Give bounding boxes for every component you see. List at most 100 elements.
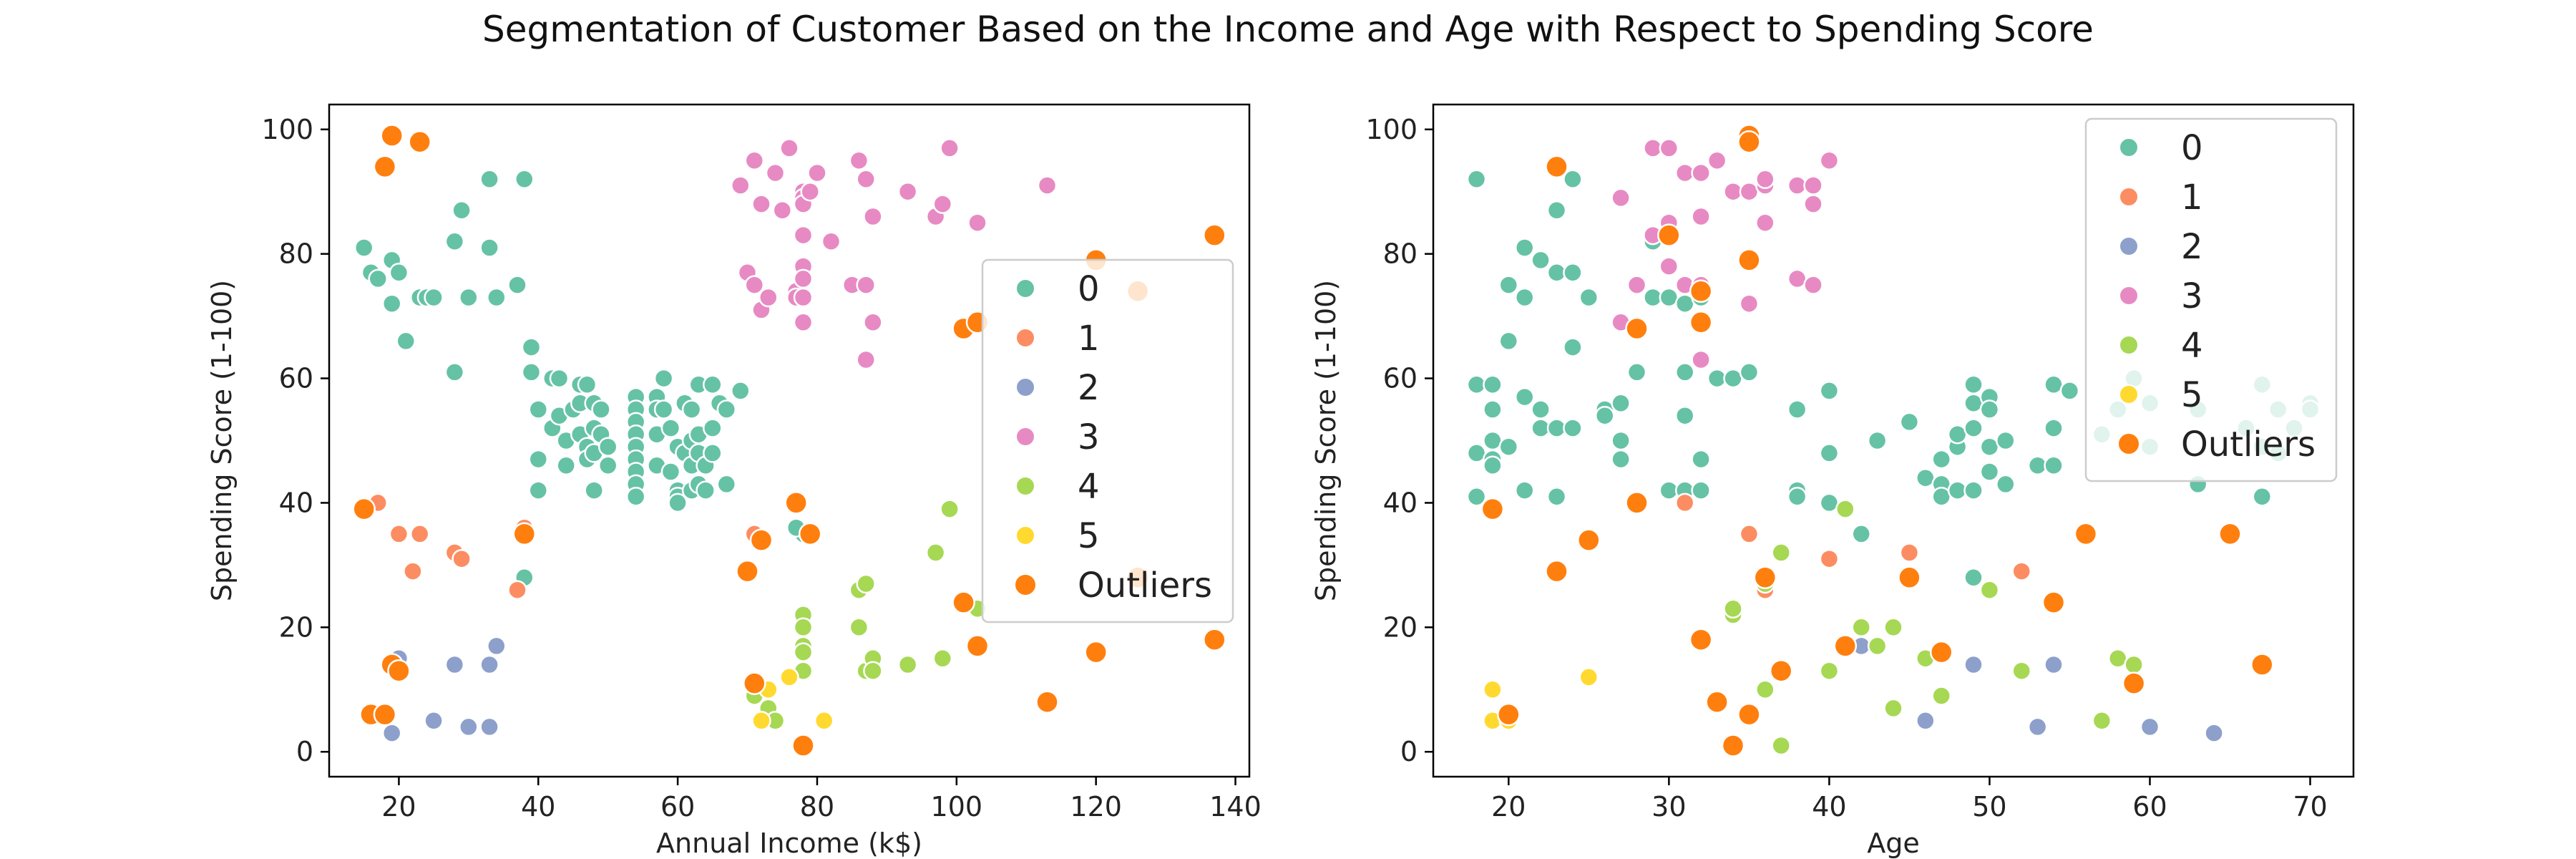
legend: 0 1 2 3 4 5 Outliers	[981, 258, 1234, 623]
point-series-1	[1739, 524, 1760, 544]
point-series-3	[940, 138, 960, 158]
point-series-0	[597, 437, 618, 457]
point-series-0	[1979, 399, 2000, 419]
point-series-4	[793, 617, 814, 638]
point-series-outliers	[2074, 522, 2098, 546]
point-series-outliers	[512, 522, 537, 546]
legend-label-outliers: Outliers	[2181, 424, 2316, 465]
point-series-0	[368, 268, 388, 289]
point-series-outliers	[1833, 634, 1858, 658]
point-series-3	[1803, 275, 1823, 295]
point-series-1	[1899, 543, 1920, 563]
point-series-2	[444, 654, 465, 675]
point-series-5	[814, 711, 834, 731]
point-series-0	[1579, 287, 1599, 308]
point-series-0	[653, 368, 674, 389]
point-series-0	[528, 480, 549, 500]
point-series-3	[772, 200, 793, 220]
point-series-0	[584, 480, 604, 500]
point-series-2	[2204, 723, 2224, 743]
x-axis-label: Annual Income (k$)	[656, 828, 922, 859]
point-series-0	[703, 374, 723, 395]
x-tick-label: 100	[931, 791, 983, 822]
x-tick-label: 60	[2132, 791, 2167, 822]
point-series-outliers	[1721, 734, 1745, 757]
point-series-outliers	[1625, 316, 1649, 341]
point-series-outliers	[1753, 566, 1777, 590]
point-series-outliers	[1625, 491, 1649, 515]
point-series-1	[389, 524, 409, 544]
point-series-0	[681, 399, 702, 419]
point-series-3	[967, 213, 987, 233]
point-series-0	[444, 231, 465, 252]
legend-frame	[2084, 117, 2338, 482]
point-series-3	[1626, 275, 1647, 295]
point-series-3	[1739, 293, 1760, 314]
point-series-0	[660, 462, 681, 482]
point-series-2	[424, 711, 444, 731]
point-series-0	[1963, 374, 1984, 395]
x-tick-label: 40	[1812, 791, 1846, 822]
point-series-0	[1996, 430, 2016, 451]
point-series-1	[1819, 548, 1840, 569]
point-series-0	[625, 487, 646, 507]
data-points	[352, 124, 1226, 757]
point-series-3	[897, 181, 918, 202]
point-series-0	[1963, 480, 1984, 500]
legend-label-4: 4	[2181, 326, 2203, 366]
point-series-outliers	[1898, 566, 1921, 590]
point-series-0	[1899, 412, 1920, 432]
point-series-3	[1691, 349, 1711, 370]
point-series-5	[751, 711, 771, 731]
point-series-4	[1979, 580, 2000, 600]
point-series-0	[1483, 455, 1503, 476]
point-series-2	[1916, 711, 1936, 731]
point-series-3	[1611, 188, 1631, 208]
point-series-1	[452, 548, 472, 569]
legend: 0 1 2 3 4 5 Outliers	[2084, 117, 2338, 482]
point-series-0	[1691, 449, 1711, 470]
point-series-4	[1883, 698, 1903, 719]
point-series-0	[1563, 169, 1583, 190]
data-points	[1466, 124, 2321, 757]
point-series-4	[856, 573, 876, 594]
legend-marker-4	[2119, 335, 2139, 355]
point-series-0	[528, 399, 549, 419]
y-tick-label: 100	[261, 114, 313, 145]
point-series-0	[479, 169, 499, 190]
x-tick-label: 140	[1209, 791, 1262, 822]
point-series-0	[2252, 487, 2273, 507]
point-series-3	[1691, 206, 1711, 227]
point-series-outliers	[1737, 130, 1761, 154]
point-series-3	[793, 268, 814, 289]
point-series-0	[716, 474, 737, 495]
legend-label-3: 3	[2181, 276, 2203, 316]
legend-marker-3	[1015, 427, 1035, 447]
point-series-0	[1979, 462, 2000, 482]
y-tick-label: 20	[279, 611, 313, 643]
y-axis-label: Spending Score (1-100)	[206, 280, 238, 601]
point-series-0	[381, 293, 402, 314]
point-series-0	[1498, 437, 1519, 457]
legend-marker-outliers	[1014, 573, 1037, 596]
point-series-3	[800, 181, 820, 202]
legend-label-0: 0	[2181, 128, 2203, 168]
point-series-outliers	[1035, 690, 1059, 714]
point-series-3	[758, 287, 779, 308]
point-series-0	[1674, 405, 1695, 426]
point-series-0	[1787, 399, 1807, 419]
point-series-4	[1771, 735, 1791, 756]
legend-marker-0	[2119, 137, 2139, 157]
point-series-0	[514, 169, 535, 190]
point-series-4	[1883, 617, 1903, 638]
plot-frame	[1432, 103, 2355, 778]
point-series-outliers	[2122, 671, 2146, 695]
legend-label-1: 1	[2181, 178, 2203, 218]
point-series-4	[932, 649, 953, 669]
point-series-3	[793, 225, 814, 246]
point-series-outliers	[1737, 248, 1761, 272]
point-series-3	[863, 312, 883, 333]
point-series-0	[1626, 362, 1647, 382]
legend-label-3: 3	[1078, 417, 1100, 457]
